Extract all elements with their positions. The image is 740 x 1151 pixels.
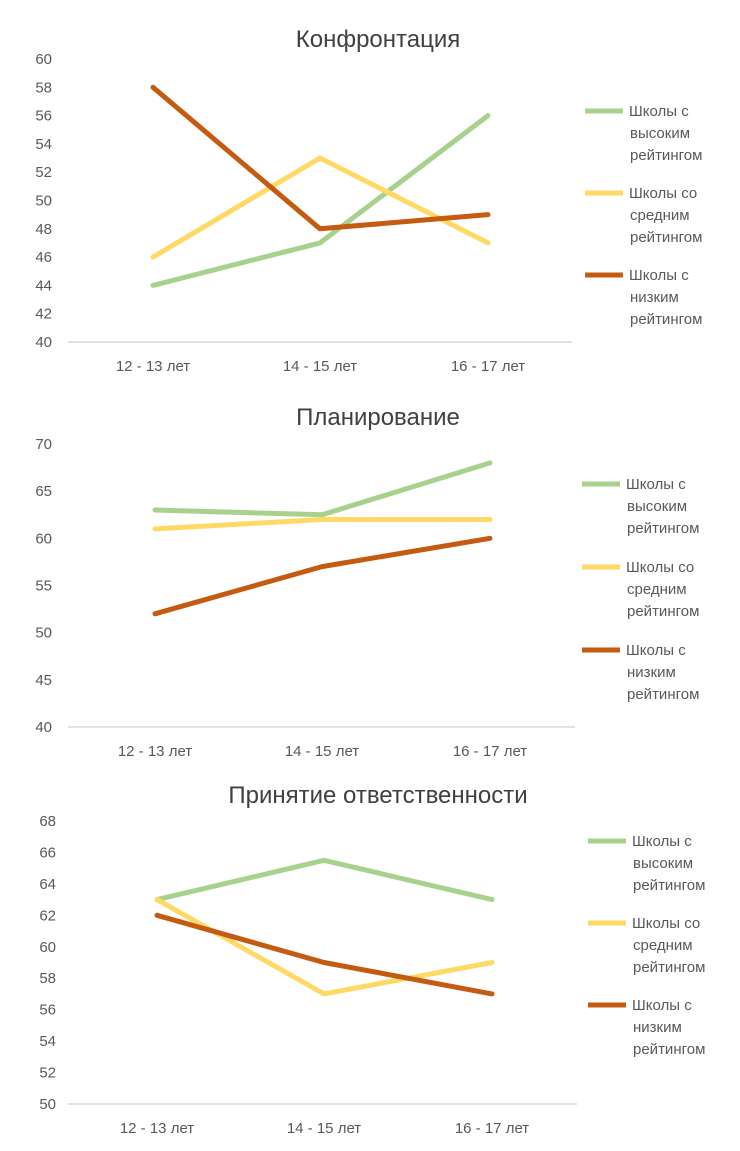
- y-tick-label: 50: [39, 1096, 56, 1113]
- chart-responsibility: Принятие ответственности 50 52 54 56 58 60 62 64…: [39, 782, 705, 1137]
- legend-label-line: рейтингом: [627, 603, 699, 620]
- legend-label-line: рейтингом: [630, 229, 702, 246]
- series-line-1: [154, 857, 495, 903]
- legend-label-line: Школы с: [629, 103, 689, 120]
- y-tick-label: 66: [39, 844, 56, 861]
- x-tick-label: 16 - 17 лет: [451, 358, 525, 375]
- x-tick-label: 14 - 15 лет: [283, 358, 357, 375]
- y-tick-label: 60: [35, 530, 52, 547]
- legend-label-line: Школы со: [626, 559, 694, 576]
- y-tick-label: 68: [39, 813, 56, 830]
- y-tick-label: 55: [35, 578, 52, 595]
- chart-confrontation: Конфронтация 40 42 44 46 48 50 52 54 56 58 60 12 - 1…: [35, 26, 702, 375]
- y-tick-label: 54: [35, 136, 52, 153]
- legend-label-line: низким: [630, 289, 679, 306]
- y-tick-label: 60: [39, 939, 56, 956]
- legend-label-line: рейтингом: [627, 520, 699, 537]
- legend-label-line: средним: [627, 581, 687, 598]
- x-tick-label: 14 - 15 лет: [287, 1120, 361, 1137]
- y-tick-label: 40: [35, 334, 52, 351]
- legend-label-line: рейтингом: [633, 877, 705, 894]
- series-line-3: [150, 84, 491, 232]
- legend-label-line: рейтингом: [633, 1041, 705, 1058]
- y-tick-label: 60: [35, 51, 52, 68]
- x-tick-label: 16 - 17 лет: [455, 1120, 529, 1137]
- legend-label-line: рейтингом: [630, 147, 702, 164]
- x-tick-label: 14 - 15 лет: [285, 743, 359, 760]
- chart-title: Планирование: [296, 404, 460, 431]
- legend-label-line: рейтингом: [633, 959, 705, 976]
- y-tick-label: 42: [35, 306, 52, 323]
- y-tick-label: 70: [35, 436, 52, 453]
- legend-label-line: Школы с: [632, 833, 692, 850]
- legend-label: Школы с низким рейтингом: [629, 267, 702, 328]
- y-tick-label: 56: [39, 1002, 56, 1019]
- legend-label-line: Школы со: [632, 915, 700, 932]
- y-tick-label: 48: [35, 221, 52, 238]
- legend-label: Школы с высоким рейтингом: [629, 103, 702, 164]
- chart-planning: Планирование 40 45 50 55 60 65 70 12 - 13 лет 14 …: [35, 404, 699, 760]
- y-tick-label: 52: [35, 164, 52, 181]
- series-line-2: [152, 517, 493, 532]
- legend-label-line: рейтингом: [627, 686, 699, 703]
- y-tick-label: 46: [35, 249, 52, 266]
- legend-label-line: рейтингом: [630, 311, 702, 328]
- chart-title: Конфронтация: [296, 26, 461, 53]
- legend-label-line: высоким: [627, 498, 687, 515]
- x-tick-label: 16 - 17 лет: [453, 743, 527, 760]
- x-tick-label: 12 - 13 лет: [118, 743, 192, 760]
- legend-label: Школы с высоким рейтингом: [626, 476, 699, 537]
- legend-label-line: Школы с: [626, 642, 686, 659]
- chart-title: Принятие ответственности: [228, 782, 527, 809]
- legend-label: Школы с высоким рейтингом: [632, 833, 705, 894]
- y-tick-label: 58: [39, 970, 56, 987]
- legend-label: Школы со средним рейтингом: [629, 185, 702, 246]
- legend-label-line: Школы со: [629, 185, 697, 202]
- y-tick-label: 64: [39, 876, 56, 893]
- legend-label-line: высоким: [633, 855, 693, 872]
- y-tick-label: 50: [35, 193, 52, 210]
- series-line-3: [154, 912, 495, 997]
- series-line-2: [150, 155, 491, 260]
- y-tick-label: 50: [35, 625, 52, 642]
- x-tick-label: 12 - 13 лет: [116, 358, 190, 375]
- y-tick-label: 44: [35, 277, 52, 294]
- legend-label-line: Школы с: [632, 997, 692, 1014]
- legend-label-line: Школы с: [629, 267, 689, 284]
- legend-label: Школы с низким рейтингом: [626, 642, 699, 703]
- series-line-3: [152, 535, 493, 617]
- series-line-1: [150, 113, 491, 288]
- y-tick-label: 40: [35, 719, 52, 736]
- y-tick-label: 45: [35, 672, 52, 689]
- y-tick-label: 58: [35, 79, 52, 96]
- y-tick-label: 65: [35, 483, 52, 500]
- y-tick-label: 52: [39, 1065, 56, 1082]
- legend-label-line: средним: [633, 937, 693, 954]
- legend-label: Школы со средним рейтингом: [632, 915, 705, 976]
- y-tick-label: 62: [39, 907, 56, 924]
- legend-label-line: средним: [630, 207, 690, 224]
- x-tick-label: 12 - 13 лет: [120, 1120, 194, 1137]
- legend-label: Школы со средним рейтингом: [626, 559, 699, 620]
- series-line-1: [152, 460, 493, 518]
- legend-label: Школы с низким рейтингом: [632, 997, 705, 1058]
- legend-label-line: низким: [627, 664, 676, 681]
- legend-label-line: низким: [633, 1019, 682, 1036]
- y-tick-label: 54: [39, 1033, 56, 1050]
- legend-label-line: высоким: [630, 125, 690, 142]
- legend-label-line: Школы с: [626, 476, 686, 493]
- series-line-2: [154, 897, 495, 997]
- y-tick-label: 56: [35, 108, 52, 125]
